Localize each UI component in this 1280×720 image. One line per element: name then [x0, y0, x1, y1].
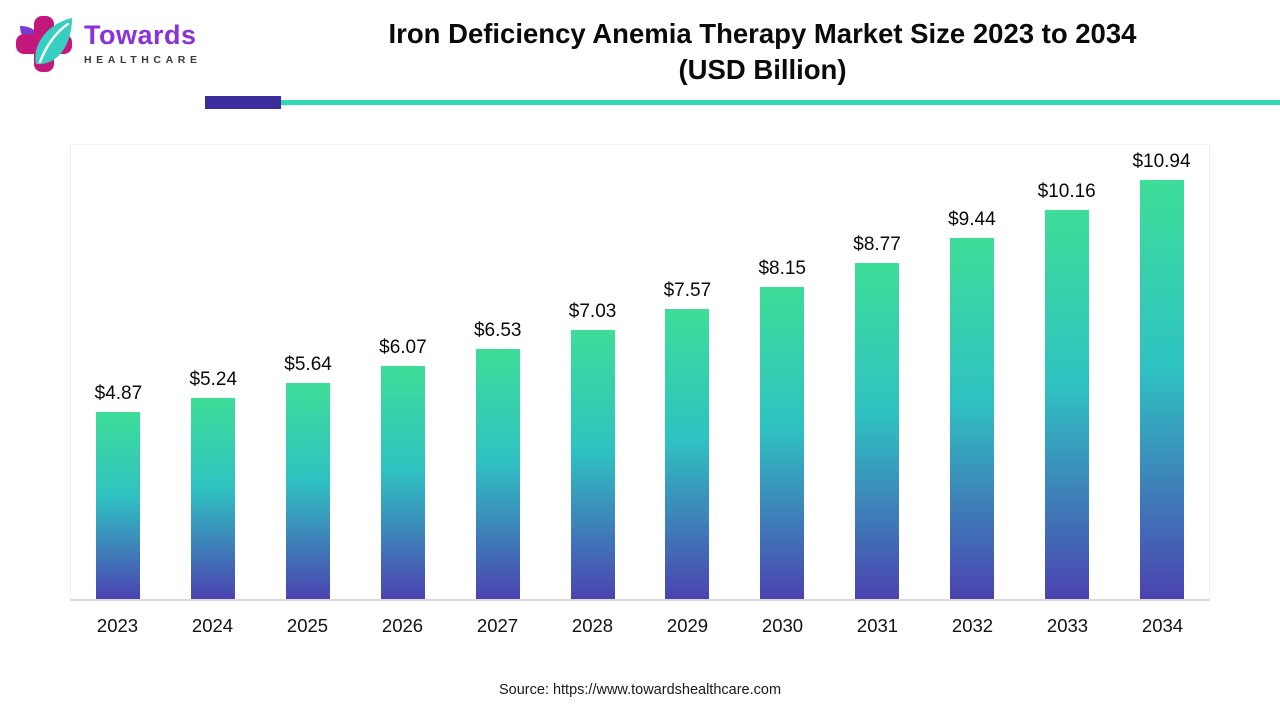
bar — [570, 329, 615, 599]
x-axis-label: 2034 — [1141, 614, 1184, 636]
x-axis-label: 2030 — [761, 614, 804, 636]
title-divider — [205, 96, 1280, 110]
bar-value-label: $6.07 — [379, 337, 427, 359]
bar-column: $8.15 — [735, 145, 830, 599]
bar-value-label: $9.44 — [948, 208, 996, 230]
x-axis-label: 2026 — [381, 614, 424, 636]
bar-value-label: $7.57 — [663, 280, 712, 302]
x-axis-label: 2028 — [571, 614, 614, 636]
bar-column: $10.16 — [1019, 145, 1114, 599]
bar-value-label: $10.94 — [1132, 151, 1191, 173]
chart-title-line1: Iron Deficiency Anemia Therapy Market Si… — [388, 18, 1137, 49]
bar — [665, 309, 710, 599]
x-axis-label: 2032 — [951, 614, 994, 636]
bar-chart-plot: $4.87 $5.24 $5.64 $6.07 $6.53 $7.03 $7.57 $8.15… — [70, 143, 1210, 601]
bar — [760, 286, 805, 599]
bar-column: $7.57 — [640, 145, 735, 599]
bar — [475, 348, 520, 599]
bar — [855, 263, 900, 599]
bar-value-label: $7.03 — [568, 300, 617, 322]
bar-column: $7.03 — [545, 145, 640, 599]
x-axis-label: 2024 — [191, 614, 234, 636]
divider-purple-segment — [205, 96, 281, 109]
bar-value-label: $8.15 — [758, 257, 806, 279]
x-axis-label: 2023 — [96, 614, 139, 636]
bar-column: $4.87 — [71, 145, 166, 599]
x-axis-label: 2033 — [1046, 614, 1089, 636]
bar-value-label: $10.16 — [1037, 181, 1096, 202]
bar-column: $5.64 — [261, 145, 356, 599]
bar-column: $8.77 — [830, 145, 925, 599]
x-axis-label: 2025 — [286, 614, 329, 636]
bar — [191, 398, 236, 599]
chart-title: Iron Deficiency Anemia Therapy Market Si… — [245, 12, 1280, 88]
bar-column: $6.53 — [450, 145, 545, 599]
bar-column: $5.24 — [166, 145, 261, 599]
chart-area: $4.87 $5.24 $5.64 $6.07 $6.53 $7.03 $7.57 $8.15… — [70, 143, 1210, 601]
bar — [1044, 210, 1089, 599]
bar — [286, 382, 331, 599]
x-axis-label: 2027 — [476, 614, 519, 636]
brand-tagline: HEALTHCARE — [84, 54, 202, 67]
bar-value-label: $4.87 — [94, 383, 143, 405]
x-axis: 2023 2024 2025 2026 2027 2028 2029 2030 2031 2032… — [70, 601, 1210, 637]
bar — [949, 237, 994, 599]
brand-logo-text: Towards HEALTHCARE — [84, 22, 202, 66]
chart-title-line2: (USD Billion) — [678, 53, 847, 85]
bar — [96, 412, 141, 599]
bar-value-label: $5.24 — [189, 369, 238, 391]
footer: Source: https://www.towardshealthcare.co… — [0, 682, 1280, 698]
bar-column: $10.94 — [1114, 145, 1209, 599]
brand-logo-icon — [12, 12, 76, 76]
bar-value-label: $8.77 — [853, 234, 901, 256]
brand-name: Towards — [84, 20, 197, 51]
header: Towards HEALTHCARE Iron Deficiency Anemi… — [0, 0, 1280, 88]
bar-column: $6.07 — [355, 145, 450, 599]
x-axis-label: 2029 — [666, 614, 709, 636]
bar-value-label: $6.53 — [473, 319, 522, 341]
bar — [1139, 180, 1184, 599]
bar-column: $9.44 — [924, 145, 1019, 599]
source-text: Source: https://www.towardshealthcare.co… — [498, 682, 782, 698]
bar — [380, 366, 425, 599]
brand-logo: Towards HEALTHCARE — [0, 12, 245, 76]
x-axis-label: 2031 — [856, 614, 899, 636]
bar-value-label: $5.64 — [284, 353, 332, 375]
divider-teal-line — [281, 100, 1280, 105]
